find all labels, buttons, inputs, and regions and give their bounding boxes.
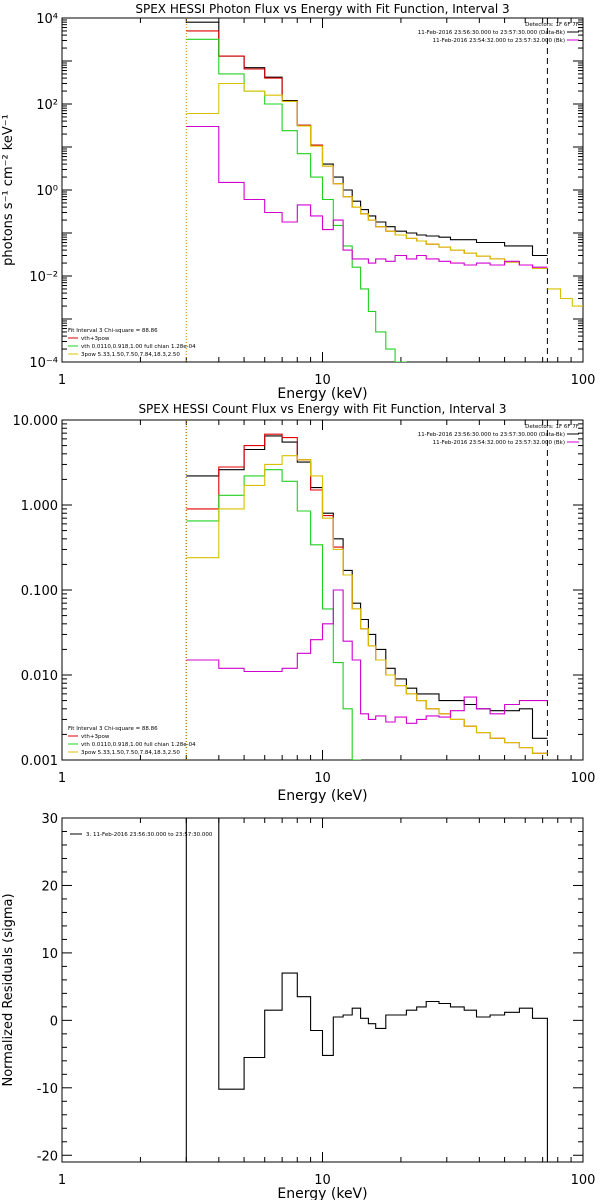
legend-fit-entry: vth 0.0110,0.918,1.00 full chian 1.28e-0… (81, 742, 196, 748)
y-axis-label: Normalized Residuals (sigma) (1, 893, 16, 1086)
series-powerlaw (186, 82, 548, 269)
y-axis-label: photons s⁻¹ cm⁻² keV⁻¹ (1, 114, 16, 266)
y-tick-label: 10² (36, 98, 58, 113)
legend-time-entry: 11-Feb-2016 23:56:30.000 to 23:57:30.000… (418, 432, 565, 438)
legend-time-entry: 11-Feb-2016 23:54:32.000 to 23:57:32.000… (433, 440, 565, 446)
x-tick-label: 10 (314, 373, 331, 388)
y-tick-label: 10⁻⁴ (29, 356, 58, 371)
series-powerlaw_ext (547, 288, 583, 307)
series-data (186, 21, 548, 257)
legend-fit-header: Fit Interval 3 Chi-square = 88.86 (68, 726, 158, 732)
y-tick-label: 10⁴ (36, 12, 58, 27)
x-axis-label: Energy (keV) (277, 1186, 367, 1200)
x-tick-label: 1 (58, 771, 66, 786)
detectors-label: Detectors: 1F 6F 7F (525, 424, 579, 430)
y-tick-label: 1.000 (21, 499, 58, 514)
series-background (186, 125, 548, 268)
y-tick-label: 0.100 (21, 584, 58, 599)
legend-entry: 3. 11-Feb-2016 23:56:30.000 to 23:57:30.… (86, 832, 213, 838)
y-tick-label: 10 (41, 947, 58, 962)
x-tick-label: 10 (314, 1173, 331, 1188)
legend-fit-header: Fit Interval 3 Chi-square = 88.86 (68, 328, 158, 334)
y-tick-label: -20 (37, 1149, 58, 1164)
series-background (186, 589, 548, 724)
legend-fit-entry: vth+3pow (81, 734, 110, 740)
series-group (185, 818, 548, 1162)
chart-title: SPEX HESSI Photon Flux vs Energy with Fi… (135, 2, 509, 16)
series-data (186, 435, 548, 739)
y-tick-label: 0.001 (21, 754, 58, 769)
series-powerlaw (186, 455, 548, 754)
plot-frame (61, 817, 584, 1163)
y-tick-label: 10.000 (13, 414, 59, 429)
x-tick-label: 1 (58, 373, 66, 388)
y-tick-label: 10⁰ (36, 184, 58, 199)
legend-fit-entry: 3pow 5.33,1.50,7.50,7.84,18.3,2.50 (81, 352, 180, 358)
count-flux-chart: SPEX HESSI Count Flux vs Energy with Fit… (13, 402, 596, 804)
legend-fit-entry: vth+3pow (81, 336, 110, 342)
y-tick-label: -10 (37, 1082, 58, 1097)
photon-flux-chart: SPEX HESSI Photon Flux vs Energy with Fi… (1, 2, 595, 402)
series-group (186, 21, 583, 362)
series-group (186, 433, 548, 760)
y-tick-label: 30 (41, 812, 58, 827)
y-tick-label: 0 (50, 1014, 58, 1029)
x-tick-label: 100 (571, 771, 596, 786)
series-thermal (186, 469, 362, 760)
series-fit (186, 30, 548, 269)
x-tick-label: 100 (571, 373, 596, 388)
x-axis-label: Energy (keV) (277, 788, 367, 804)
residuals-chart: 1 10 100 -20 -10 0 10 20 30 Energy (keV) Normalize… (1, 812, 595, 1200)
chart-title: SPEX HESSI Count Flux vs Energy with Fit… (138, 402, 506, 416)
y-tick-label: 10⁻² (29, 270, 58, 285)
series-residuals (185, 818, 548, 1162)
x-tick-label: 10 (314, 771, 331, 786)
detectors-label: Detectors: 1F 6F 7F (525, 22, 579, 28)
legend-time-entry: 11-Feb-2016 23:56:30.000 to 23:57:30.000… (418, 30, 565, 36)
series-fit (186, 433, 548, 754)
x-tick-label: 1 (58, 1173, 66, 1188)
x-tick-label: 100 (571, 1173, 596, 1188)
legend-fit-entry: vth 0.0110,0.918,1.00 full chian 1.28e-0… (81, 344, 196, 350)
legend-time-entry: 11-Feb-2016 23:54:32.000 to 23:57:32.000… (433, 38, 565, 44)
y-tick-label: 20 (41, 879, 58, 894)
x-axis-label: Energy (keV) (277, 386, 367, 402)
y-tick-label: 0.010 (21, 669, 58, 684)
legend-fit-entry: 3pow 5.33,1.50,7.50,7.84,18.3,2.50 (81, 750, 180, 756)
